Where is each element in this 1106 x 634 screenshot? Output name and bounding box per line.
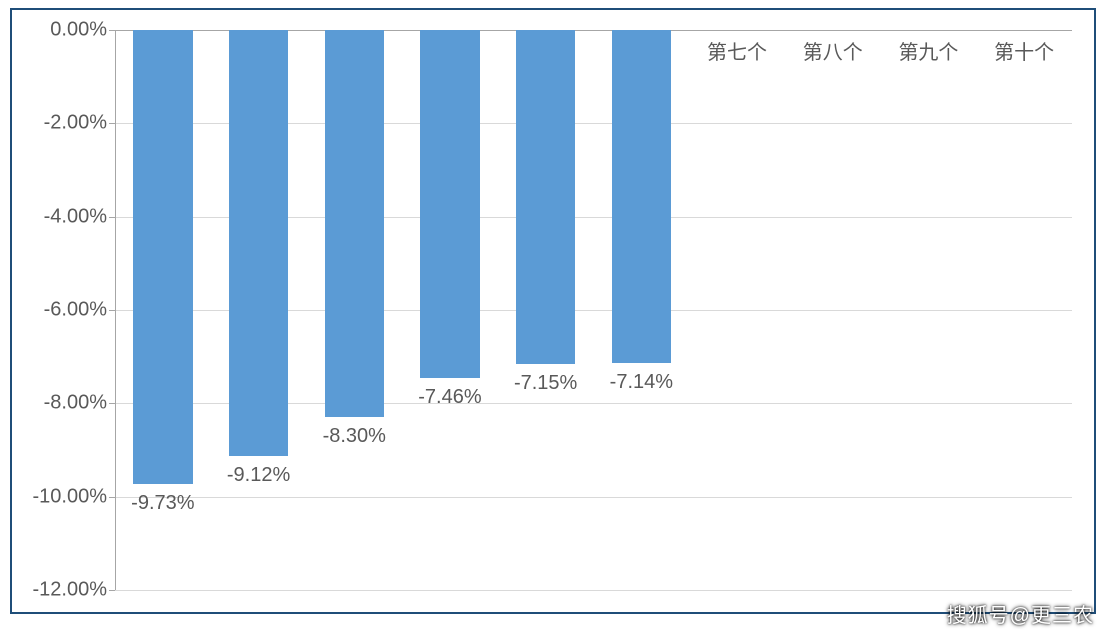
bar bbox=[516, 30, 575, 364]
y-axis-label: -4.00% bbox=[44, 205, 115, 228]
bar bbox=[229, 30, 288, 456]
category-label: 第九个 bbox=[898, 36, 958, 65]
y-axis-label: -10.00% bbox=[33, 485, 116, 508]
bar bbox=[325, 30, 384, 417]
gridline bbox=[115, 497, 1072, 498]
category-label: 第十个 bbox=[994, 36, 1054, 65]
y-axis-label: -8.00% bbox=[44, 392, 115, 415]
plot-area: 0.00%-2.00%-4.00%-6.00%-8.00%-10.00%-12.… bbox=[115, 30, 1072, 590]
y-axis-label: 0.00% bbox=[50, 19, 115, 42]
chart-container: 0.00% -2.00% -4.00% -6.00% -8.00% -10.00% -12.… bbox=[0, 0, 1106, 634]
bar bbox=[133, 30, 192, 484]
data-label: -8.30% bbox=[323, 425, 386, 448]
data-label: -7.15% bbox=[514, 372, 577, 395]
y-axis-label: -6.00% bbox=[44, 299, 115, 322]
data-label: -9.73% bbox=[131, 492, 194, 515]
bar bbox=[612, 30, 671, 363]
data-label: -9.12% bbox=[227, 464, 290, 487]
category-label: 第八个 bbox=[803, 36, 863, 65]
data-label: -7.14% bbox=[610, 371, 673, 394]
y-axis-label: -12.00% bbox=[33, 579, 116, 602]
category-label: 第七个 bbox=[707, 36, 767, 65]
data-label: -7.46% bbox=[418, 386, 481, 409]
y-axis-label: -2.00% bbox=[44, 112, 115, 135]
watermark-text: 搜狐号@更三农 bbox=[947, 599, 1094, 628]
bar bbox=[420, 30, 479, 378]
gridline bbox=[115, 590, 1072, 591]
y-axis-line bbox=[115, 30, 116, 590]
